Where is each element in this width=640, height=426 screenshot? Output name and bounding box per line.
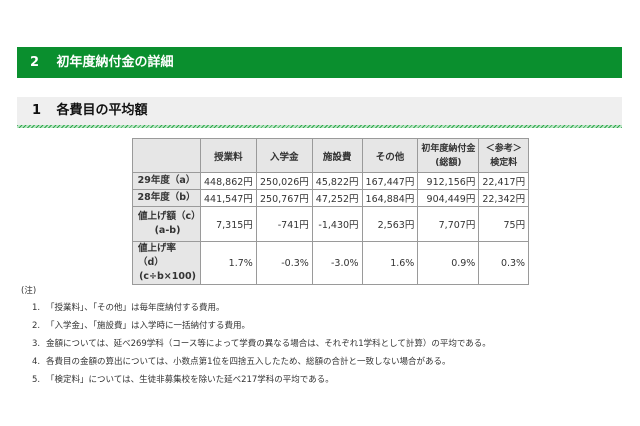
note-text: 「入学金」、「施設費」は入学時に一括納付する費用。 [46, 321, 251, 331]
row-label-line1: 値上げ額（c） [138, 211, 201, 222]
note-text: 「検定料」については、生徒非募集校を除いた延べ217学科の平均である。 [46, 375, 334, 385]
table-header-row: 授業料 入学金 施設費 その他 初年度納付金 (総額) ＜参考＞ 検定料 [132, 138, 530, 173]
row-label-line2: (a-b) [154, 225, 181, 236]
cell-tuition: 448,862円 [200, 172, 257, 190]
notes-list: 1. 「授業料」、「その他」は毎年度納付する費用。 2. 「入学金」、「施設費」は入… [21, 299, 491, 389]
cell-other: 164,884円 [361, 189, 419, 207]
header-facility: 施設費 [311, 138, 363, 173]
cell-facility: 45,822円 [311, 172, 363, 190]
cell-total: 0.9% [417, 241, 480, 285]
table-row: 値上げ率（d） (c÷b×100) 1.7% -0.3% -3.0% 1.6% … [132, 241, 530, 285]
note-number: 3. [32, 339, 41, 349]
note-text: 各費目の金額の算出については、小数点第1位を四捨五入したため、総額の合計と一致し… [46, 357, 451, 367]
note-number: 1. [32, 303, 41, 313]
cell-facility: 47,252円 [311, 189, 363, 207]
subsection-header: 1 各費目の平均額 [17, 97, 622, 125]
notes: (注) 1. 「授業料」、「その他」は毎年度納付する費用。 2. 「入学金」、「施設… [21, 283, 491, 389]
header-first-year-total-line2: (総額) [435, 157, 462, 168]
subsection-underline [17, 125, 622, 128]
section-header: 2 初年度納付金の詳細 [17, 47, 622, 78]
header-admission: 入学金 [255, 138, 313, 173]
cell-tuition: 7,315円 [200, 206, 257, 242]
section-number: 2 [30, 55, 40, 70]
cell-other: 2,563円 [361, 206, 419, 242]
notes-title: (注) [21, 286, 37, 296]
cell-exam-fee: 75円 [478, 206, 530, 242]
note-item: 3. 金額については、延べ269学科（コース等によって学費の異なる場合は、それぞれ… [32, 335, 491, 353]
cell-facility: -3.0% [311, 241, 363, 285]
header-exam-fee-line1: ＜参考＞ [485, 143, 522, 154]
cell-admission: -0.3% [255, 241, 313, 285]
cell-other: 167,447円 [361, 172, 419, 190]
row-label: 29年度（a） [132, 172, 201, 190]
header-first-year-total: 初年度納付金 (総額) [417, 138, 480, 173]
table-row: 値上げ額（c） (a-b) 7,315円 -741円 -1,430円 2,563… [132, 206, 530, 242]
note-item: 1. 「授業料」、「その他」は毎年度納付する費用。 [32, 299, 491, 317]
cell-admission: 250,767円 [255, 189, 313, 207]
subsection-number: 1 [32, 103, 42, 118]
cell-admission: -741円 [255, 206, 313, 242]
note-number: 2. [32, 321, 41, 331]
header-corner [132, 138, 201, 173]
note-text: 「授業料」、「その他」は毎年度納付する費用。 [46, 303, 225, 313]
fee-table: 授業料 入学金 施設費 その他 初年度納付金 (総額) ＜参考＞ 検定料 29年… [132, 138, 530, 285]
header-exam-fee: ＜参考＞ 検定料 [478, 138, 530, 173]
table-row: 29年度（a） 448,862円 250,026円 45,822円 167,44… [132, 172, 530, 190]
row-label: 28年度（b） [132, 189, 201, 207]
table-row: 28年度（b） 441,547円 250,767円 47,252円 164,88… [132, 189, 530, 207]
cell-tuition: 1.7% [200, 241, 257, 285]
row-label: 値上げ率（d） (c÷b×100) [132, 241, 201, 285]
section-title: 初年度納付金の詳細 [56, 55, 174, 70]
cell-exam-fee: 22,342円 [478, 189, 530, 207]
cell-tuition: 441,547円 [200, 189, 257, 207]
header-first-year-total-line1: 初年度納付金 [421, 143, 476, 154]
note-number: 5. [32, 375, 41, 385]
row-label-line2: (c÷b×100) [139, 271, 196, 282]
header-other: その他 [361, 138, 419, 173]
subsection-title: 各費目の平均額 [56, 103, 148, 118]
note-item: 4. 各費目の金額の算出については、小数点第1位を四捨五入したため、総額の合計と一… [32, 353, 491, 371]
cell-other: 1.6% [361, 241, 419, 285]
header-exam-fee-line2: 検定料 [490, 157, 518, 168]
note-number: 4. [32, 357, 41, 367]
cell-total: 904,449円 [417, 189, 480, 207]
note-item: 2. 「入学金」、「施設費」は入学時に一括納付する費用。 [32, 317, 491, 335]
cell-facility: -1,430円 [311, 206, 363, 242]
row-label-line1: 値上げ率（d） [138, 243, 177, 268]
cell-total: 912,156円 [417, 172, 480, 190]
header-tuition: 授業料 [200, 138, 257, 173]
cell-admission: 250,026円 [255, 172, 313, 190]
cell-total: 7,707円 [417, 206, 480, 242]
cell-exam-fee: 0.3% [478, 241, 530, 285]
row-label: 値上げ額（c） (a-b) [132, 206, 201, 242]
note-text: 金額については、延べ269学科（コース等によって学費の異なる場合は、それぞれ1学… [46, 339, 491, 349]
cell-exam-fee: 22,417円 [478, 172, 530, 190]
note-item: 5. 「検定料」については、生徒非募集校を除いた延べ217学科の平均である。 [32, 371, 491, 389]
